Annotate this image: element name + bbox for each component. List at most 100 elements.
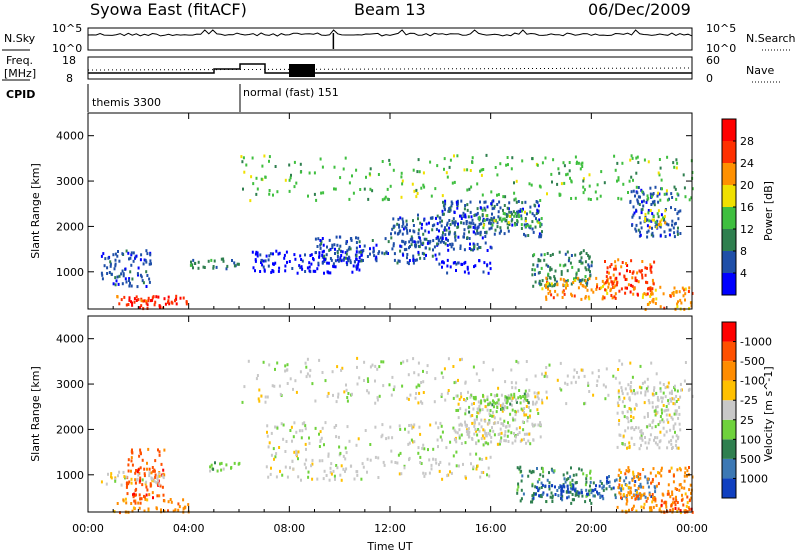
heatmap-cell (562, 473, 565, 477)
heatmap-cell (534, 395, 537, 399)
heatmap-cell (643, 492, 646, 496)
heatmap-cell (533, 268, 536, 272)
heatmap-cell (339, 256, 342, 260)
heatmap-cell (494, 218, 497, 222)
heatmap-cell (393, 258, 396, 262)
heatmap-cell (671, 392, 673, 395)
heatmap-cell (563, 181, 566, 185)
heatmap-cell (475, 452, 478, 456)
heatmap-cell (611, 282, 614, 286)
heatmap-cell (690, 491, 692, 495)
heatmap-cell (441, 477, 444, 481)
heatmap-cell (312, 269, 315, 273)
heatmap-cell (214, 461, 216, 465)
heatmap-cell (665, 405, 668, 408)
heatmap-cell (328, 478, 331, 482)
heatmap-cell (522, 399, 525, 403)
heatmap-cell (539, 223, 542, 227)
heatmap-cell (631, 276, 634, 280)
heatmap-cell (547, 291, 550, 295)
heatmap-cell (482, 168, 485, 171)
heatmap-cell (494, 166, 497, 169)
heatmap-cell (264, 259, 267, 263)
heatmap-cell (677, 300, 679, 304)
heatmap-cell (154, 300, 157, 304)
colorbar-tick-label: 4 (740, 267, 747, 280)
heatmap-cell (478, 406, 481, 410)
heatmap-cell (464, 398, 467, 402)
heatmap-cell (499, 226, 502, 230)
heatmap-cell (615, 478, 618, 482)
heatmap-cell (644, 216, 646, 220)
heatmap-cell (652, 282, 655, 286)
heatmap-cell (131, 277, 134, 281)
heatmap-cell (349, 261, 352, 265)
heatmap-cell (519, 395, 522, 398)
heatmap-cell (168, 302, 171, 306)
heatmap-cell (475, 467, 478, 471)
heatmap-cell (515, 179, 518, 183)
heatmap-cell (419, 221, 422, 225)
heatmap-cell (145, 270, 148, 274)
heatmap-cell (654, 425, 657, 429)
heatmap-cell (292, 467, 295, 471)
heatmap-cell (423, 252, 426, 256)
heatmap-cell (511, 386, 514, 390)
heatmap-cell (476, 231, 479, 235)
heatmap-cell (545, 500, 548, 503)
heatmap-cell (637, 494, 640, 498)
heatmap-cell (654, 497, 657, 501)
heatmap-cell (389, 184, 392, 188)
heatmap-cell (345, 383, 347, 387)
heatmap-cell (251, 250, 254, 254)
heatmap-cell (617, 422, 620, 426)
heatmap-cell (681, 493, 683, 497)
heatmap-cell (656, 410, 659, 414)
heatmap-cell (616, 445, 619, 449)
heatmap-cell (555, 280, 558, 284)
heatmap-cell (463, 235, 465, 239)
heatmap-cell (417, 401, 420, 405)
heatmap-cell (624, 291, 627, 295)
heatmap-cell (633, 389, 635, 393)
heatmap-cell (460, 442, 463, 445)
heatmap-cell (579, 279, 582, 282)
heatmap-cell (463, 270, 466, 274)
heatmap-cell (526, 392, 529, 396)
heatmap-cell (649, 289, 652, 293)
heatmap-cell (596, 183, 599, 187)
heatmap-cell (134, 471, 137, 475)
heatmap-cell (620, 197, 623, 201)
heatmap-cell (678, 290, 681, 294)
heatmap-cell (460, 395, 463, 399)
heatmap-cell (638, 447, 641, 451)
heatmap-cell (625, 496, 628, 500)
heatmap-cell (575, 272, 578, 276)
heatmap-cell (567, 259, 570, 263)
heatmap-cell (635, 426, 637, 430)
heatmap-cell (315, 198, 318, 202)
heatmap-cell (580, 256, 583, 260)
colorbar-tick-label: 12 (740, 223, 754, 236)
heatmap-cell (531, 422, 534, 426)
heatmap-cell (454, 234, 457, 238)
heatmap-cell (503, 408, 506, 412)
heatmap-cell (321, 371, 324, 374)
heatmap-cell (635, 402, 638, 406)
heatmap-cell (618, 359, 621, 363)
heatmap-cell (670, 442, 673, 446)
heatmap-cell (598, 287, 601, 291)
heatmap-cell (421, 251, 424, 255)
heatmap-cell (679, 395, 682, 399)
heatmap-cell (121, 252, 124, 256)
heatmap-cell (674, 503, 677, 507)
heatmap-cell (321, 165, 324, 169)
heatmap-cell (500, 219, 503, 223)
heatmap-cell (499, 427, 502, 431)
heatmap-cell (666, 418, 669, 422)
heatmap-cell (444, 199, 447, 203)
heatmap-cell (107, 472, 109, 476)
heatmap-cell (475, 213, 478, 217)
heatmap-cell (545, 276, 548, 280)
heatmap-cell (398, 225, 401, 229)
